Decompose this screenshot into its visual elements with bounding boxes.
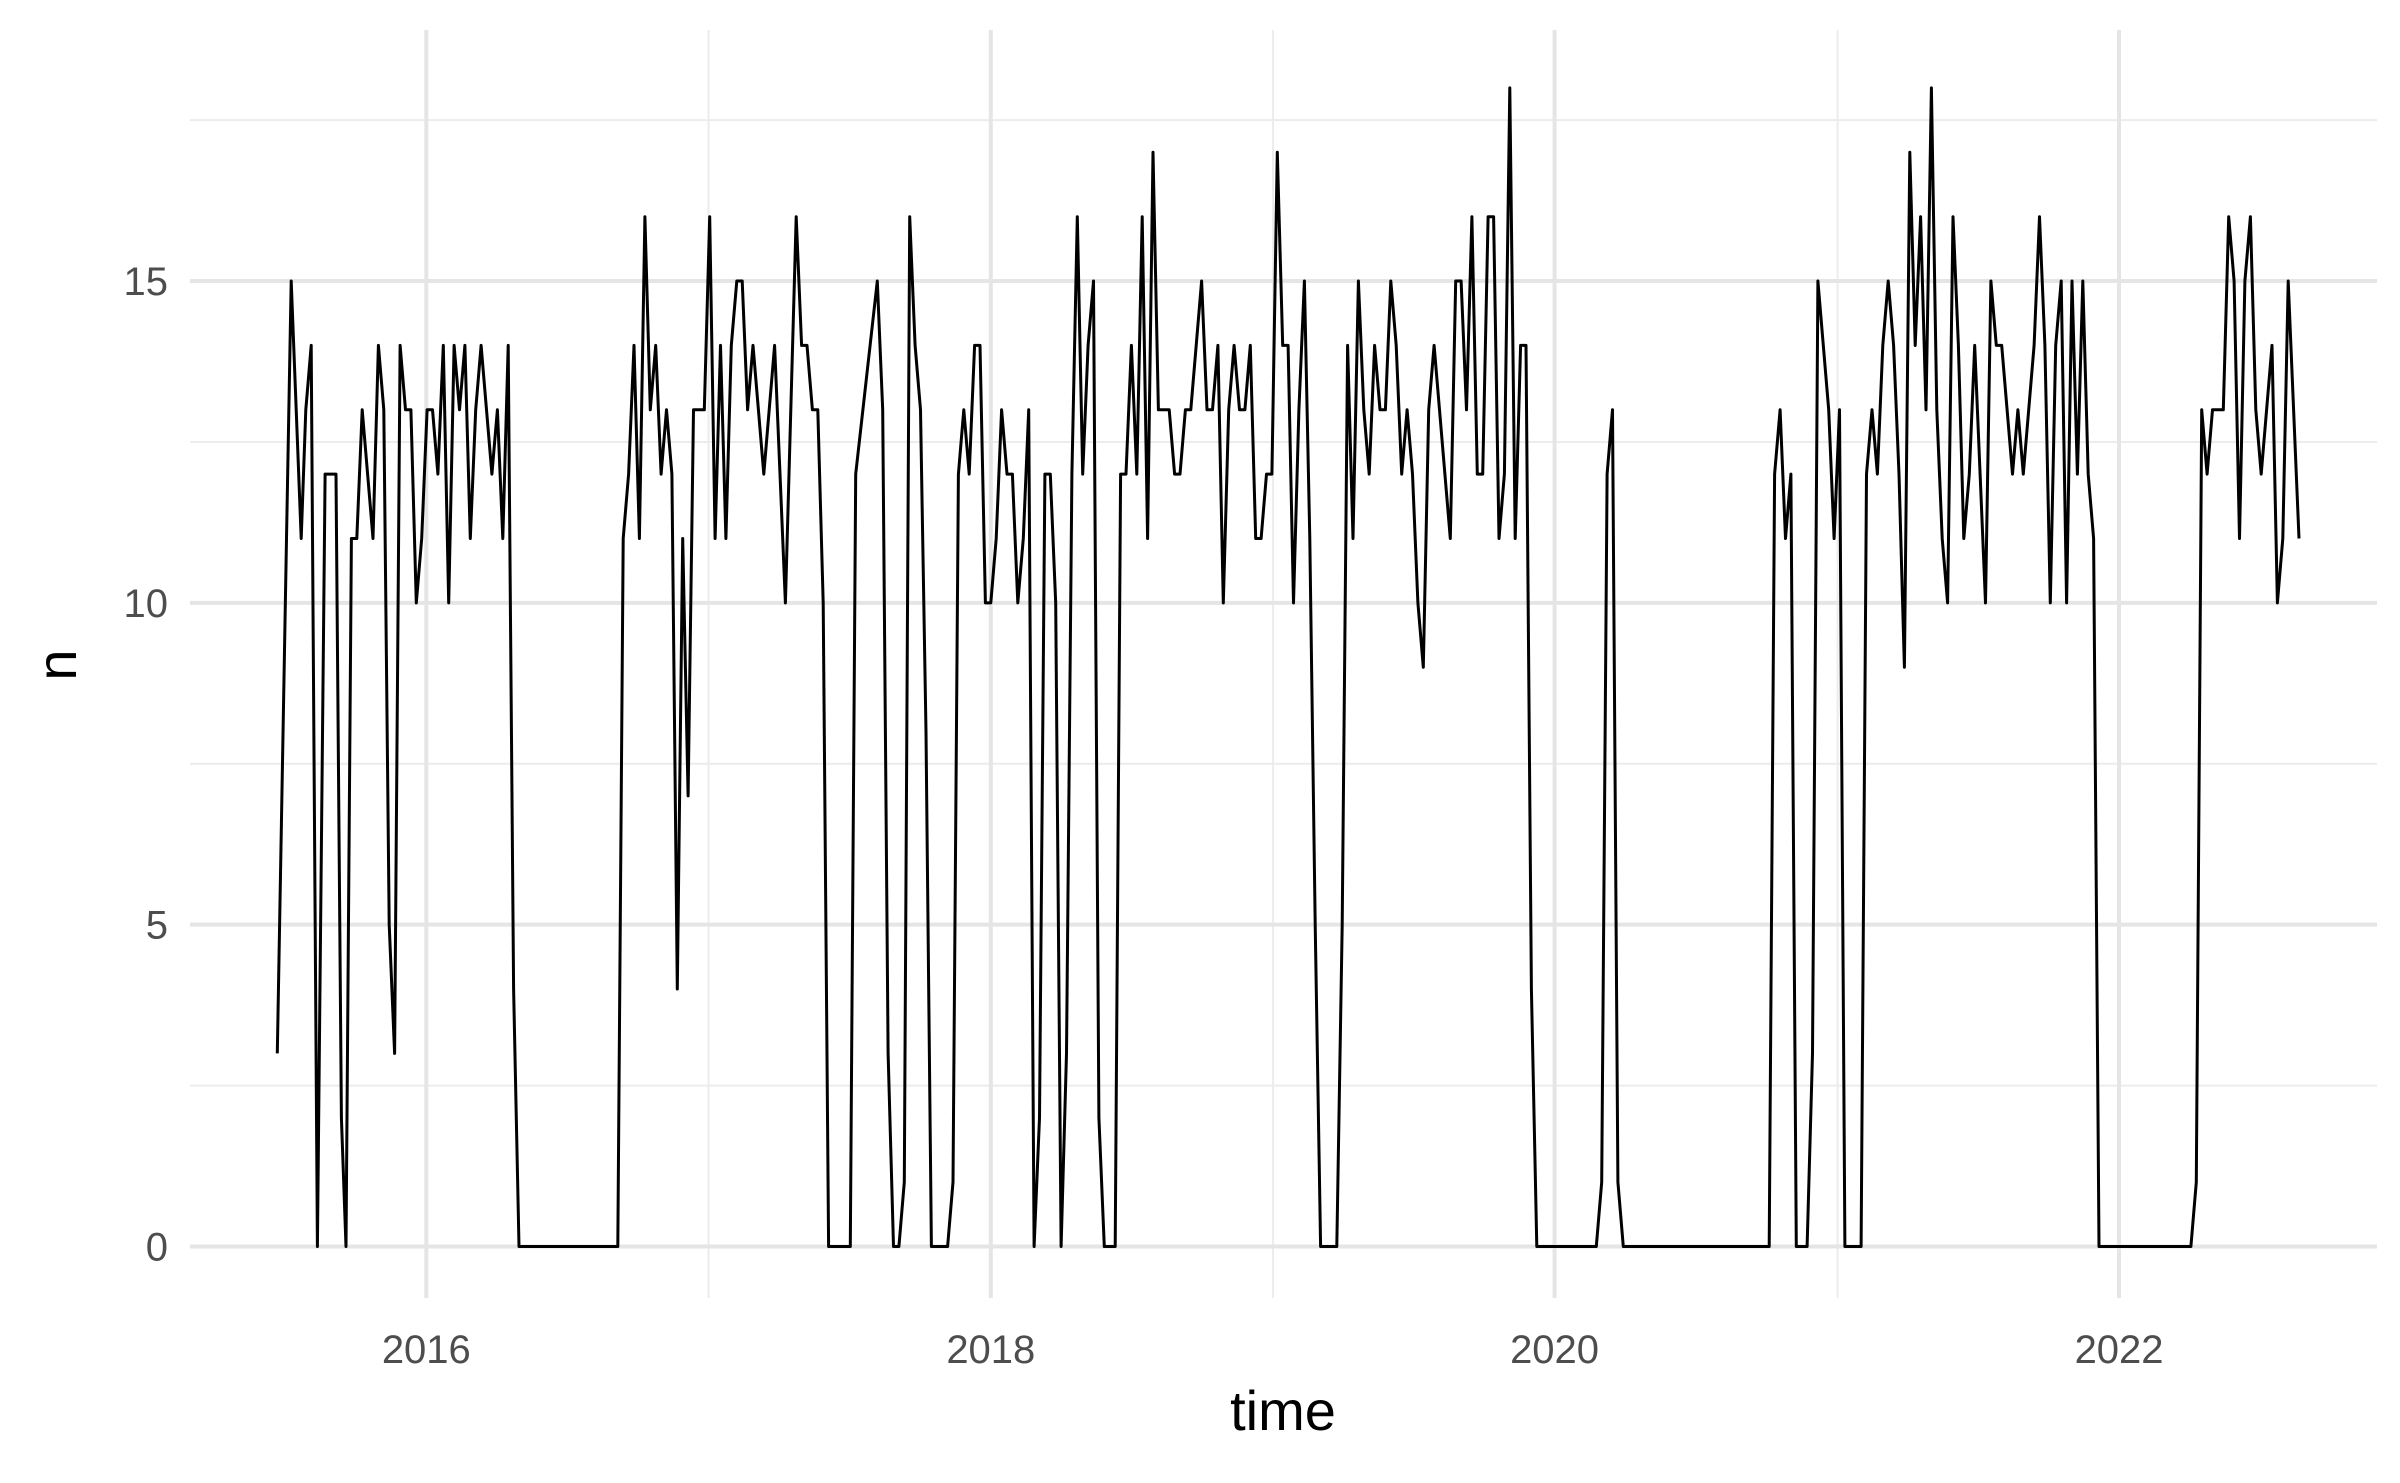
series-line: [275, 86, 2301, 1248]
x-tick-label: 2018: [946, 1328, 1035, 1372]
y-tick-label: 15: [124, 260, 169, 304]
y-tick-label: 5: [146, 904, 168, 948]
y-axis-tick-labels: 0 5 10 15: [124, 260, 169, 1269]
y-axis-title: n: [25, 649, 88, 680]
y-tick-label: 0: [146, 1226, 168, 1270]
x-axis-tick-labels: 2016 2018 2020 2022: [382, 1328, 2164, 1372]
x-axis-title: time: [1230, 1379, 1336, 1442]
x-tick-label: 2016: [382, 1328, 471, 1372]
y-tick-label: 10: [124, 582, 169, 626]
x-tick-label: 2020: [1510, 1328, 1599, 1372]
minor-gridlines: [190, 30, 2377, 1298]
x-tick-label: 2022: [2075, 1328, 2164, 1372]
